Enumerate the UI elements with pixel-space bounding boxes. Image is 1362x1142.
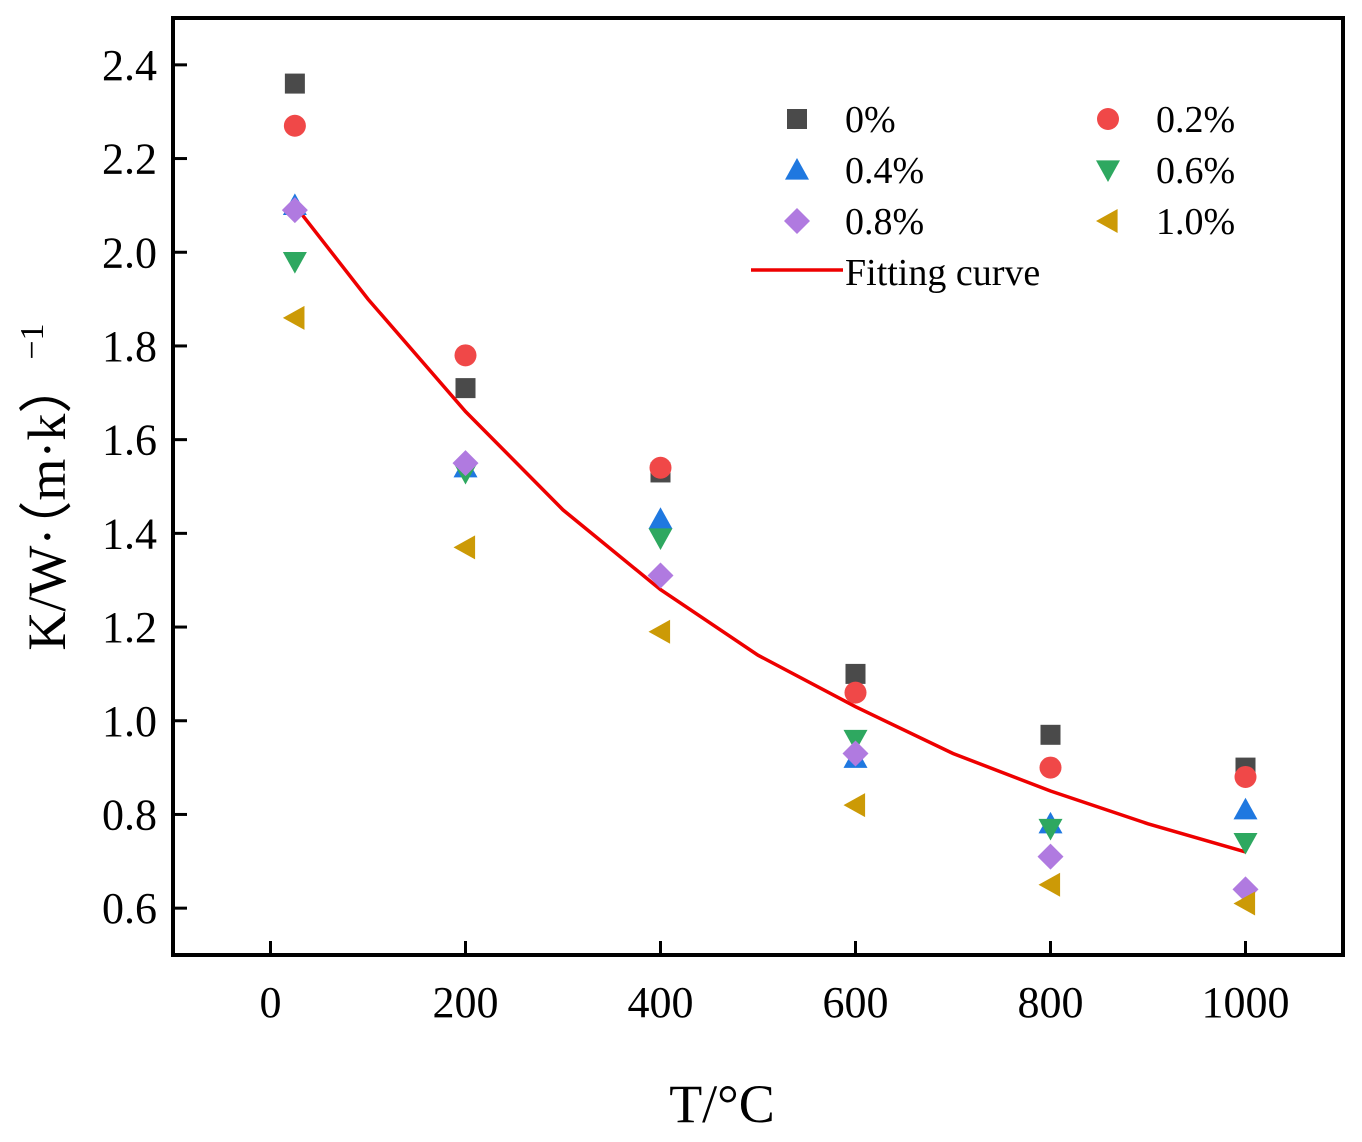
- data-point: [845, 663, 866, 684]
- y-tick-label: 1.4: [102, 509, 157, 558]
- series-0.4%: [282, 193, 1258, 834]
- legend-label: 0.6%: [1156, 150, 1235, 192]
- legend-item-0%: 0%: [787, 99, 896, 141]
- legend-marker: [785, 158, 809, 180]
- data-point: [648, 528, 673, 551]
- data-point: [843, 793, 866, 818]
- legend-label: 0%: [845, 99, 896, 141]
- x-tick-label: 600: [823, 978, 889, 1027]
- data-point: [282, 252, 307, 274]
- y-axis-label-superscript: −1: [14, 323, 51, 359]
- data-point: [1037, 843, 1064, 870]
- legend-item-fitting-curve: Fitting curve: [751, 252, 1040, 294]
- y-tick-label: 2.0: [102, 228, 157, 277]
- legend-label: Fitting curve: [845, 252, 1040, 294]
- series-0.6%: [282, 252, 1258, 855]
- legend-item-0.4%: 0.4%: [785, 150, 924, 192]
- fit-curve-layer: [293, 204, 1246, 854]
- x-tick-label: 800: [1018, 978, 1084, 1027]
- legend-marker: [784, 208, 810, 234]
- y-tick-label: 1.6: [102, 416, 157, 465]
- y-tick-label: 1.2: [102, 603, 157, 652]
- data-point: [1038, 872, 1061, 897]
- legend-item-1.0%: 1.0%: [1096, 201, 1235, 243]
- series-0%: [284, 73, 1256, 778]
- data-point: [1233, 832, 1258, 855]
- x-tick-label: 0: [260, 978, 282, 1027]
- data-point: [282, 305, 305, 330]
- y-axis-label-main: K/W·（m·k）: [17, 360, 77, 651]
- data-point: [844, 681, 867, 704]
- y-tick-label: 2.2: [102, 135, 157, 184]
- data-point: [648, 507, 673, 529]
- data-point: [1233, 891, 1256, 916]
- data-point: [454, 344, 477, 367]
- data-point: [283, 114, 306, 137]
- data-point: [648, 619, 671, 644]
- legend-item-0.6%: 0.6%: [1096, 150, 1235, 192]
- x-tick-label: 200: [433, 978, 499, 1027]
- data-point: [649, 456, 672, 479]
- data-point: [1040, 724, 1061, 745]
- data-point: [284, 73, 305, 94]
- legend-marker: [1096, 209, 1118, 233]
- legend-marker: [1097, 108, 1119, 130]
- y-tick-label: 2.4: [102, 41, 157, 90]
- legend: 0% 0.2% 0.4% 0.6% 0.8% 1.0% Fitting curve: [751, 99, 1235, 294]
- series-0.8%: [281, 197, 1259, 903]
- legend-marker: [787, 109, 807, 129]
- legend-label: 0.2%: [1156, 99, 1235, 141]
- data-point: [281, 197, 308, 224]
- x-tick-label: 1000: [1202, 978, 1290, 1027]
- plot-frame: [171, 16, 1345, 957]
- axis-ticks: 0 200 400 600 800 1000 0.6 0.8 1.0 1.2 1.4 1.6 1.8 2.…: [102, 41, 1290, 1027]
- data-point: [453, 535, 476, 560]
- data-point: [647, 562, 674, 589]
- legend-marker: [1096, 160, 1120, 182]
- data-point: [455, 378, 476, 399]
- y-tick-label: 0.6: [102, 884, 157, 933]
- legend-item-0.8%: 0.8%: [784, 201, 924, 243]
- legend-label: 0.4%: [845, 150, 924, 192]
- data-point: [842, 740, 869, 767]
- y-tick-label: 1.0: [102, 697, 157, 746]
- x-tick-label: 400: [628, 978, 694, 1027]
- y-tick-label: 0.8: [102, 790, 157, 839]
- data-point: [1039, 756, 1062, 779]
- y-axis-label: K/W·（m·k）−1: [14, 323, 77, 650]
- series-0.2%: [283, 114, 1257, 788]
- legend-item-0.2%: 0.2%: [1097, 99, 1235, 141]
- legend-label: 1.0%: [1156, 201, 1235, 243]
- data-point: [1038, 818, 1063, 841]
- data-points-layer: [281, 73, 1259, 916]
- data-point: [452, 450, 479, 477]
- series-1.0%: [282, 305, 1256, 916]
- data-point: [1233, 797, 1258, 820]
- y-tick-label: 1.8: [102, 322, 157, 371]
- data-point: [1234, 765, 1257, 788]
- fitting-curve-line: [293, 204, 1246, 854]
- x-axis-label: T/°C: [669, 1074, 775, 1134]
- legend-label: 0.8%: [845, 201, 924, 243]
